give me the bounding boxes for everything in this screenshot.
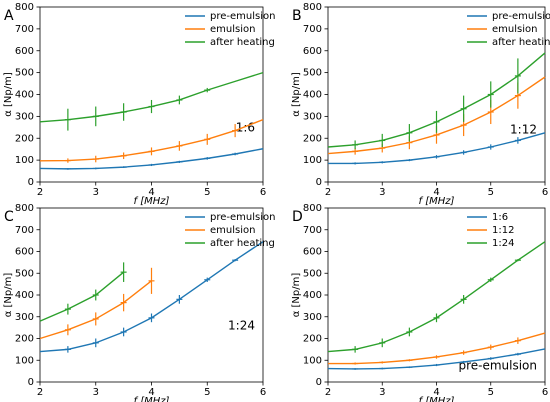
y-tick-label: 400 [303,90,322,101]
y-tick-label: 500 [15,68,34,79]
legend-label: after heating [210,238,275,249]
y-tick-label: 400 [303,290,322,301]
legend-label: after heating [492,37,550,48]
legend-label: emulsion [492,24,537,35]
y-tick-label: 200 [303,334,322,345]
y-tick-label: 700 [303,225,322,236]
x-tick-label: 6 [260,187,266,198]
x-axis-label: f [MHz] [134,196,170,207]
annotation: 1:12 [510,123,537,137]
legend-label: pre-emulsion [210,212,275,223]
x-tick-label: 4 [148,187,154,198]
y-tick-label: 200 [15,133,34,144]
legend-label: pre-emulsion [210,11,275,22]
legend-label: 1:12 [492,225,514,236]
y-tick-label: 0 [28,377,34,388]
panel-label: C [4,209,14,225]
series-line [39,280,152,340]
y-tick-label: 600 [15,46,34,57]
legend-label: 1:24 [492,238,514,249]
y-tick-label: 0 [28,177,34,188]
series-line [39,271,125,322]
y-tick-label: 100 [15,155,34,166]
legend-label: after heating [210,37,275,48]
y-tick-label: 600 [303,247,322,258]
panel-label: A [4,8,14,24]
y-tick-label: 600 [15,247,34,258]
x-axis-label: f [MHz] [134,396,170,402]
legend-label: emulsion [210,225,255,236]
series-line [39,71,264,123]
x-tick-label: 5 [204,187,210,198]
y-tick-label: 300 [15,312,34,323]
y-tick-label: 400 [15,290,34,301]
x-tick-label: 6 [542,387,548,398]
y-axis-label: α [Np/m] [291,273,302,318]
x-tick-label: 3 [93,387,99,398]
panel-label: D [292,209,303,225]
x-tick-label: 3 [379,187,385,198]
y-tick-label: 300 [303,312,322,323]
y-tick-label: 700 [15,24,34,35]
y-tick-label: 100 [303,155,322,166]
y-tick-label: 400 [15,90,34,101]
legend-label: emulsion [210,24,255,35]
y-axis-label: α [Np/m] [3,72,14,117]
x-axis-label: f [MHz] [419,196,455,207]
y-tick-label: 600 [303,46,322,57]
y-axis-label: α [Np/m] [3,273,14,318]
y-tick-label: 800 [303,203,322,214]
x-tick-label: 5 [488,387,494,398]
x-axis-label: f [MHz] [419,396,455,402]
y-tick-label: 500 [303,68,322,79]
x-tick-label: 2 [325,387,331,398]
annotation: 1:6 [236,121,255,135]
y-tick-label: 700 [15,225,34,236]
y-tick-label: 100 [15,355,34,366]
y-tick-label: 300 [15,111,34,122]
x-tick-label: 2 [37,187,43,198]
annotation: 1:24 [228,319,255,333]
y-tick-label: 500 [303,268,322,279]
series-line [39,241,264,353]
y-tick-label: 800 [303,2,322,13]
y-tick-label: 700 [303,24,322,35]
x-tick-label: 4 [433,187,439,198]
x-tick-label: 2 [37,387,43,398]
x-tick-label: 6 [260,387,266,398]
series-line [327,241,546,353]
panel-label: B [292,8,302,24]
y-tick-label: 300 [303,111,322,122]
legend-label: 1:6 [492,212,508,223]
x-tick-label: 4 [148,387,154,398]
annotation: pre-emulsion [458,359,537,373]
y-tick-label: 100 [303,355,322,366]
y-tick-label: 500 [15,268,34,279]
y-tick-label: 200 [15,334,34,345]
x-tick-label: 4 [433,387,439,398]
y-tick-label: 0 [316,377,322,388]
x-tick-label: 5 [488,187,494,198]
x-tick-label: 3 [93,187,99,198]
x-tick-label: 2 [325,187,331,198]
y-tick-label: 800 [15,203,34,214]
y-axis-label: α [Np/m] [291,72,302,117]
x-tick-label: 3 [379,387,385,398]
x-tick-label: 6 [542,187,548,198]
y-tick-label: 0 [316,177,322,188]
legend-label: pre-emulsion [492,11,550,22]
x-tick-label: 5 [204,387,210,398]
y-tick-label: 200 [303,133,322,144]
y-tick-label: 800 [15,2,34,13]
